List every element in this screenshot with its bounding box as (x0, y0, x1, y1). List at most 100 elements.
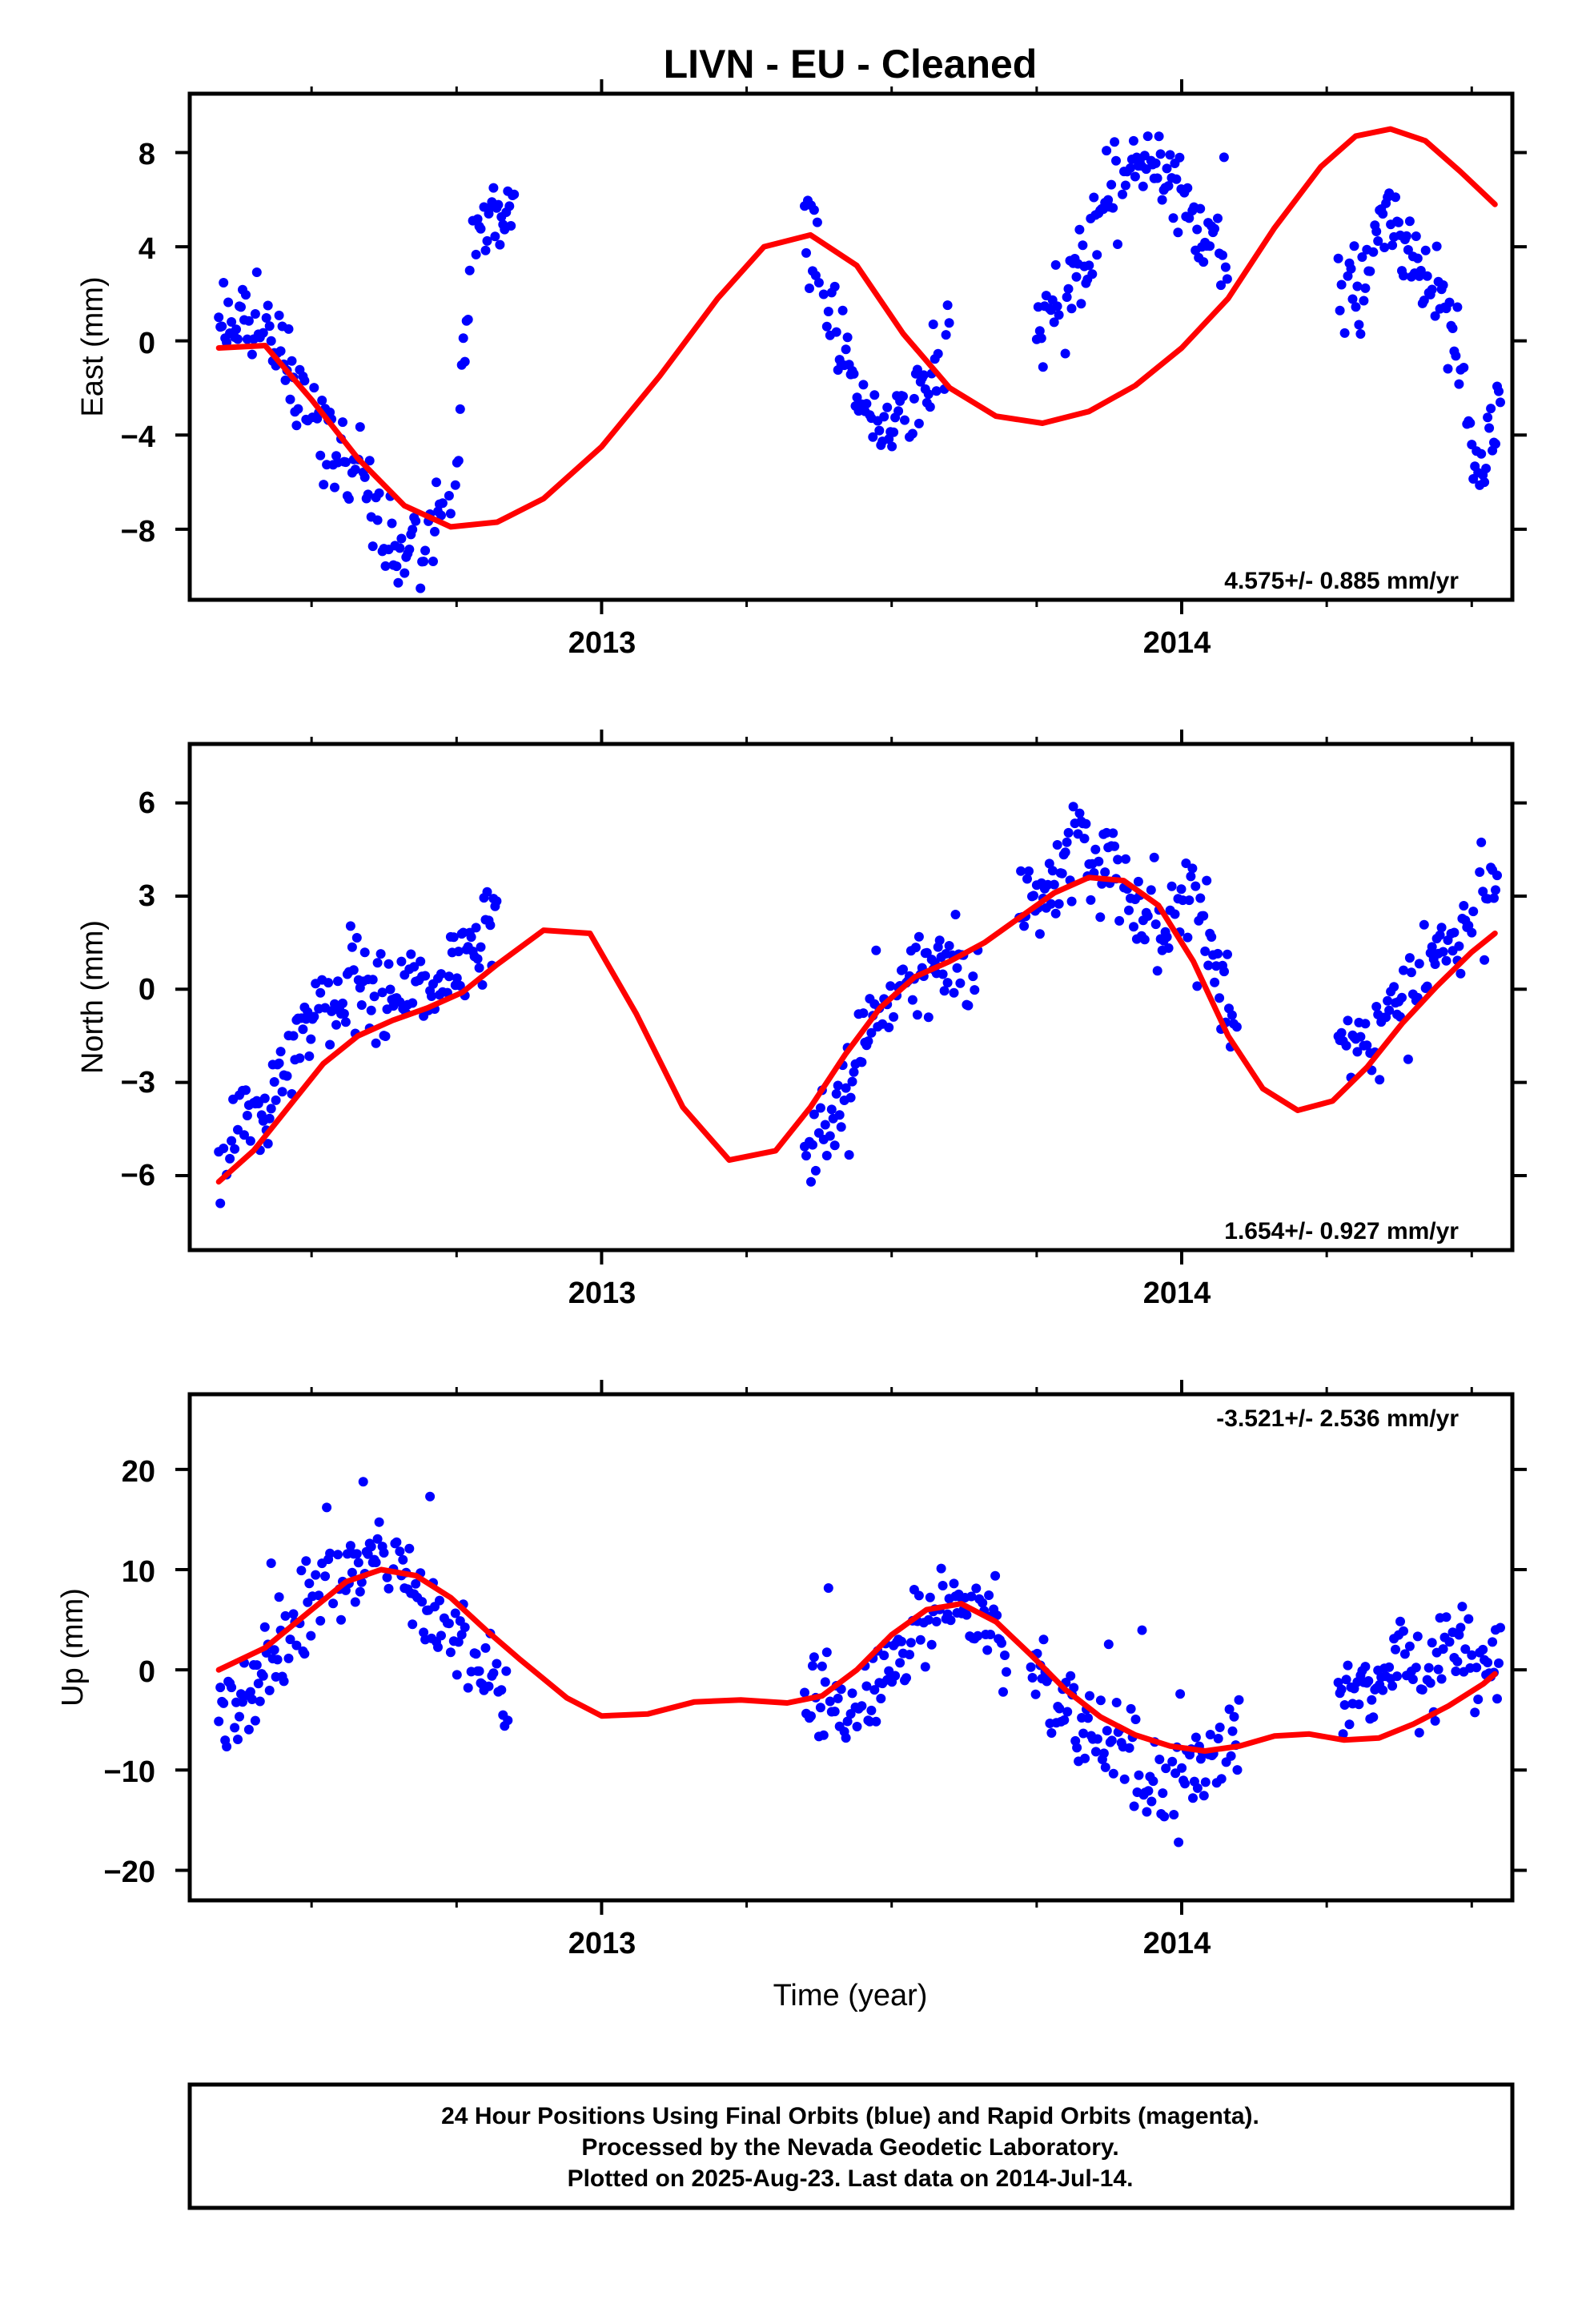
up-plot-frame (187, 1392, 1515, 1903)
data-point (1473, 1695, 1484, 1704)
data-point (1176, 884, 1186, 895)
data-point (1456, 968, 1466, 979)
data-point (1062, 837, 1072, 847)
data-point (380, 1031, 391, 1041)
data-point (458, 333, 468, 344)
data-point (968, 971, 978, 982)
data-point (885, 981, 896, 991)
data-point (345, 921, 355, 931)
data-point (1470, 1707, 1480, 1718)
data-point (823, 307, 833, 316)
data-point (1368, 1712, 1379, 1723)
data-point (215, 1683, 226, 1693)
data-point (1094, 856, 1104, 866)
data-point (382, 1572, 392, 1582)
data-point (861, 1681, 872, 1691)
data-point (1057, 868, 1067, 879)
data-point (869, 1685, 880, 1695)
data-point (1026, 1662, 1036, 1672)
data-point (1074, 224, 1085, 235)
data-point (818, 289, 829, 300)
ytick-label: 8 (139, 138, 155, 171)
data-point (495, 239, 505, 250)
data-point (1459, 363, 1469, 372)
data-point (395, 543, 405, 553)
data-point (1166, 881, 1177, 891)
data-point (997, 1638, 1006, 1648)
data-point (1488, 1637, 1498, 1647)
data-point (243, 1724, 254, 1735)
data-point (485, 920, 496, 931)
north-ytick-labels: 6 3 0 −3 −6 (121, 786, 155, 1192)
data-point (1162, 163, 1172, 174)
footer-line-2: Processed by the Nevada Geodetic Laborat… (581, 2134, 1118, 2161)
data-point (420, 971, 431, 981)
data-point (264, 1685, 275, 1695)
up-ticks (175, 1380, 1527, 1915)
data-point (1046, 899, 1056, 909)
data-point (1182, 183, 1193, 193)
data-point (1222, 274, 1232, 284)
data-point (1444, 297, 1455, 308)
up-model-curve (215, 1566, 1498, 1754)
data-point (371, 1038, 381, 1048)
data-point (895, 1658, 905, 1668)
data-point (448, 932, 459, 943)
data-point (1215, 993, 1225, 1003)
up-ytick-labels: 20 10 0 −10 −20 (104, 1455, 155, 1889)
data-point (1360, 1019, 1371, 1029)
data-point (876, 1694, 886, 1703)
data-point (474, 1666, 484, 1676)
data-point (971, 1583, 982, 1594)
data-point (343, 494, 354, 504)
data-point (351, 933, 362, 943)
footer-line-1: 24 Hour Positions Using Final Orbits (bl… (441, 2103, 1259, 2129)
data-point (304, 1578, 315, 1589)
x-axis-label: Time (year) (773, 1979, 928, 2012)
data-point (844, 1150, 854, 1160)
data-point (1389, 982, 1399, 992)
data-point (810, 1165, 821, 1176)
data-point (1414, 1727, 1424, 1738)
data-point (984, 1590, 994, 1600)
data-point (1411, 231, 1421, 241)
data-point (1422, 271, 1432, 281)
xtick-label-2013: 2013 (568, 1927, 636, 1960)
data-point (1492, 1694, 1502, 1704)
data-point (1213, 948, 1223, 959)
data-point (317, 396, 327, 405)
data-point (1368, 247, 1379, 257)
data-point (884, 1023, 894, 1032)
data-point (474, 963, 484, 973)
data-point (1215, 1723, 1225, 1732)
data-point (849, 1067, 859, 1077)
data-point (837, 305, 848, 316)
data-point (1452, 302, 1463, 312)
north-ticks (175, 730, 1527, 1265)
data-point (1336, 279, 1347, 290)
data-point (889, 1011, 899, 1022)
data-point (1163, 181, 1174, 191)
data-point (1352, 281, 1363, 292)
data-point (1192, 224, 1203, 235)
data-point (1415, 266, 1426, 275)
data-point (810, 271, 821, 280)
data-point (395, 1546, 405, 1557)
data-point (1059, 1715, 1070, 1725)
data-point (905, 1638, 916, 1648)
data-point (809, 1652, 819, 1663)
data-point (1146, 1796, 1157, 1807)
data-point (411, 516, 421, 526)
data-point (1454, 379, 1464, 389)
data-point (1378, 1685, 1388, 1695)
data-point (383, 959, 394, 969)
data-point (1371, 227, 1382, 236)
data-point (1451, 1667, 1461, 1676)
data-point (445, 509, 456, 519)
data-point (1224, 1704, 1235, 1715)
data-point (219, 1698, 229, 1708)
data-point (416, 956, 426, 967)
data-point (1363, 1676, 1374, 1686)
data-point (488, 183, 499, 193)
